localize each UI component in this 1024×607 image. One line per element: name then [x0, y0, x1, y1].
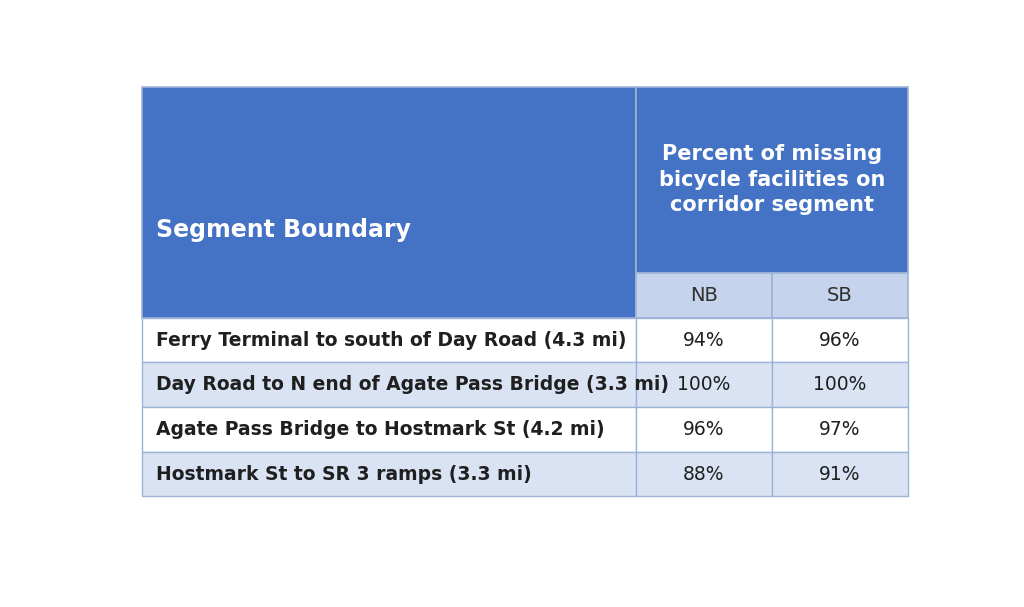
Bar — [772, 452, 907, 497]
Text: 94%: 94% — [683, 331, 725, 350]
Text: 96%: 96% — [683, 420, 725, 439]
Bar — [636, 407, 772, 452]
Bar — [772, 273, 907, 317]
Bar — [142, 362, 636, 407]
Text: Percent of missing
bicycle facilities on
corridor segment: Percent of missing bicycle facilities on… — [658, 144, 885, 215]
Text: Ferry Terminal to south of Day Road (4.3 mi): Ferry Terminal to south of Day Road (4.3… — [156, 331, 627, 350]
Bar — [636, 87, 907, 273]
Bar — [142, 452, 636, 497]
Text: 88%: 88% — [683, 464, 725, 484]
Text: Segment Boundary: Segment Boundary — [156, 218, 411, 242]
Text: 91%: 91% — [819, 464, 860, 484]
Text: SB: SB — [827, 286, 853, 305]
Text: Hostmark St to SR 3 ramps (3.3 mi): Hostmark St to SR 3 ramps (3.3 mi) — [156, 464, 531, 484]
Bar — [636, 362, 772, 407]
Bar — [636, 452, 772, 497]
Text: 96%: 96% — [819, 331, 860, 350]
Bar — [772, 407, 907, 452]
Bar — [142, 407, 636, 452]
Bar — [636, 317, 772, 362]
Bar — [772, 362, 907, 407]
Text: 97%: 97% — [819, 420, 860, 439]
Text: NB: NB — [690, 286, 718, 305]
Bar — [772, 317, 907, 362]
Text: 100%: 100% — [813, 375, 866, 394]
Text: 100%: 100% — [677, 375, 731, 394]
Text: Day Road to N end of Agate Pass Bridge (3.3 mi): Day Road to N end of Agate Pass Bridge (… — [156, 375, 669, 394]
Bar — [142, 317, 636, 362]
Bar — [142, 87, 636, 317]
Bar — [636, 273, 772, 317]
Text: Agate Pass Bridge to Hostmark St (4.2 mi): Agate Pass Bridge to Hostmark St (4.2 mi… — [156, 420, 604, 439]
